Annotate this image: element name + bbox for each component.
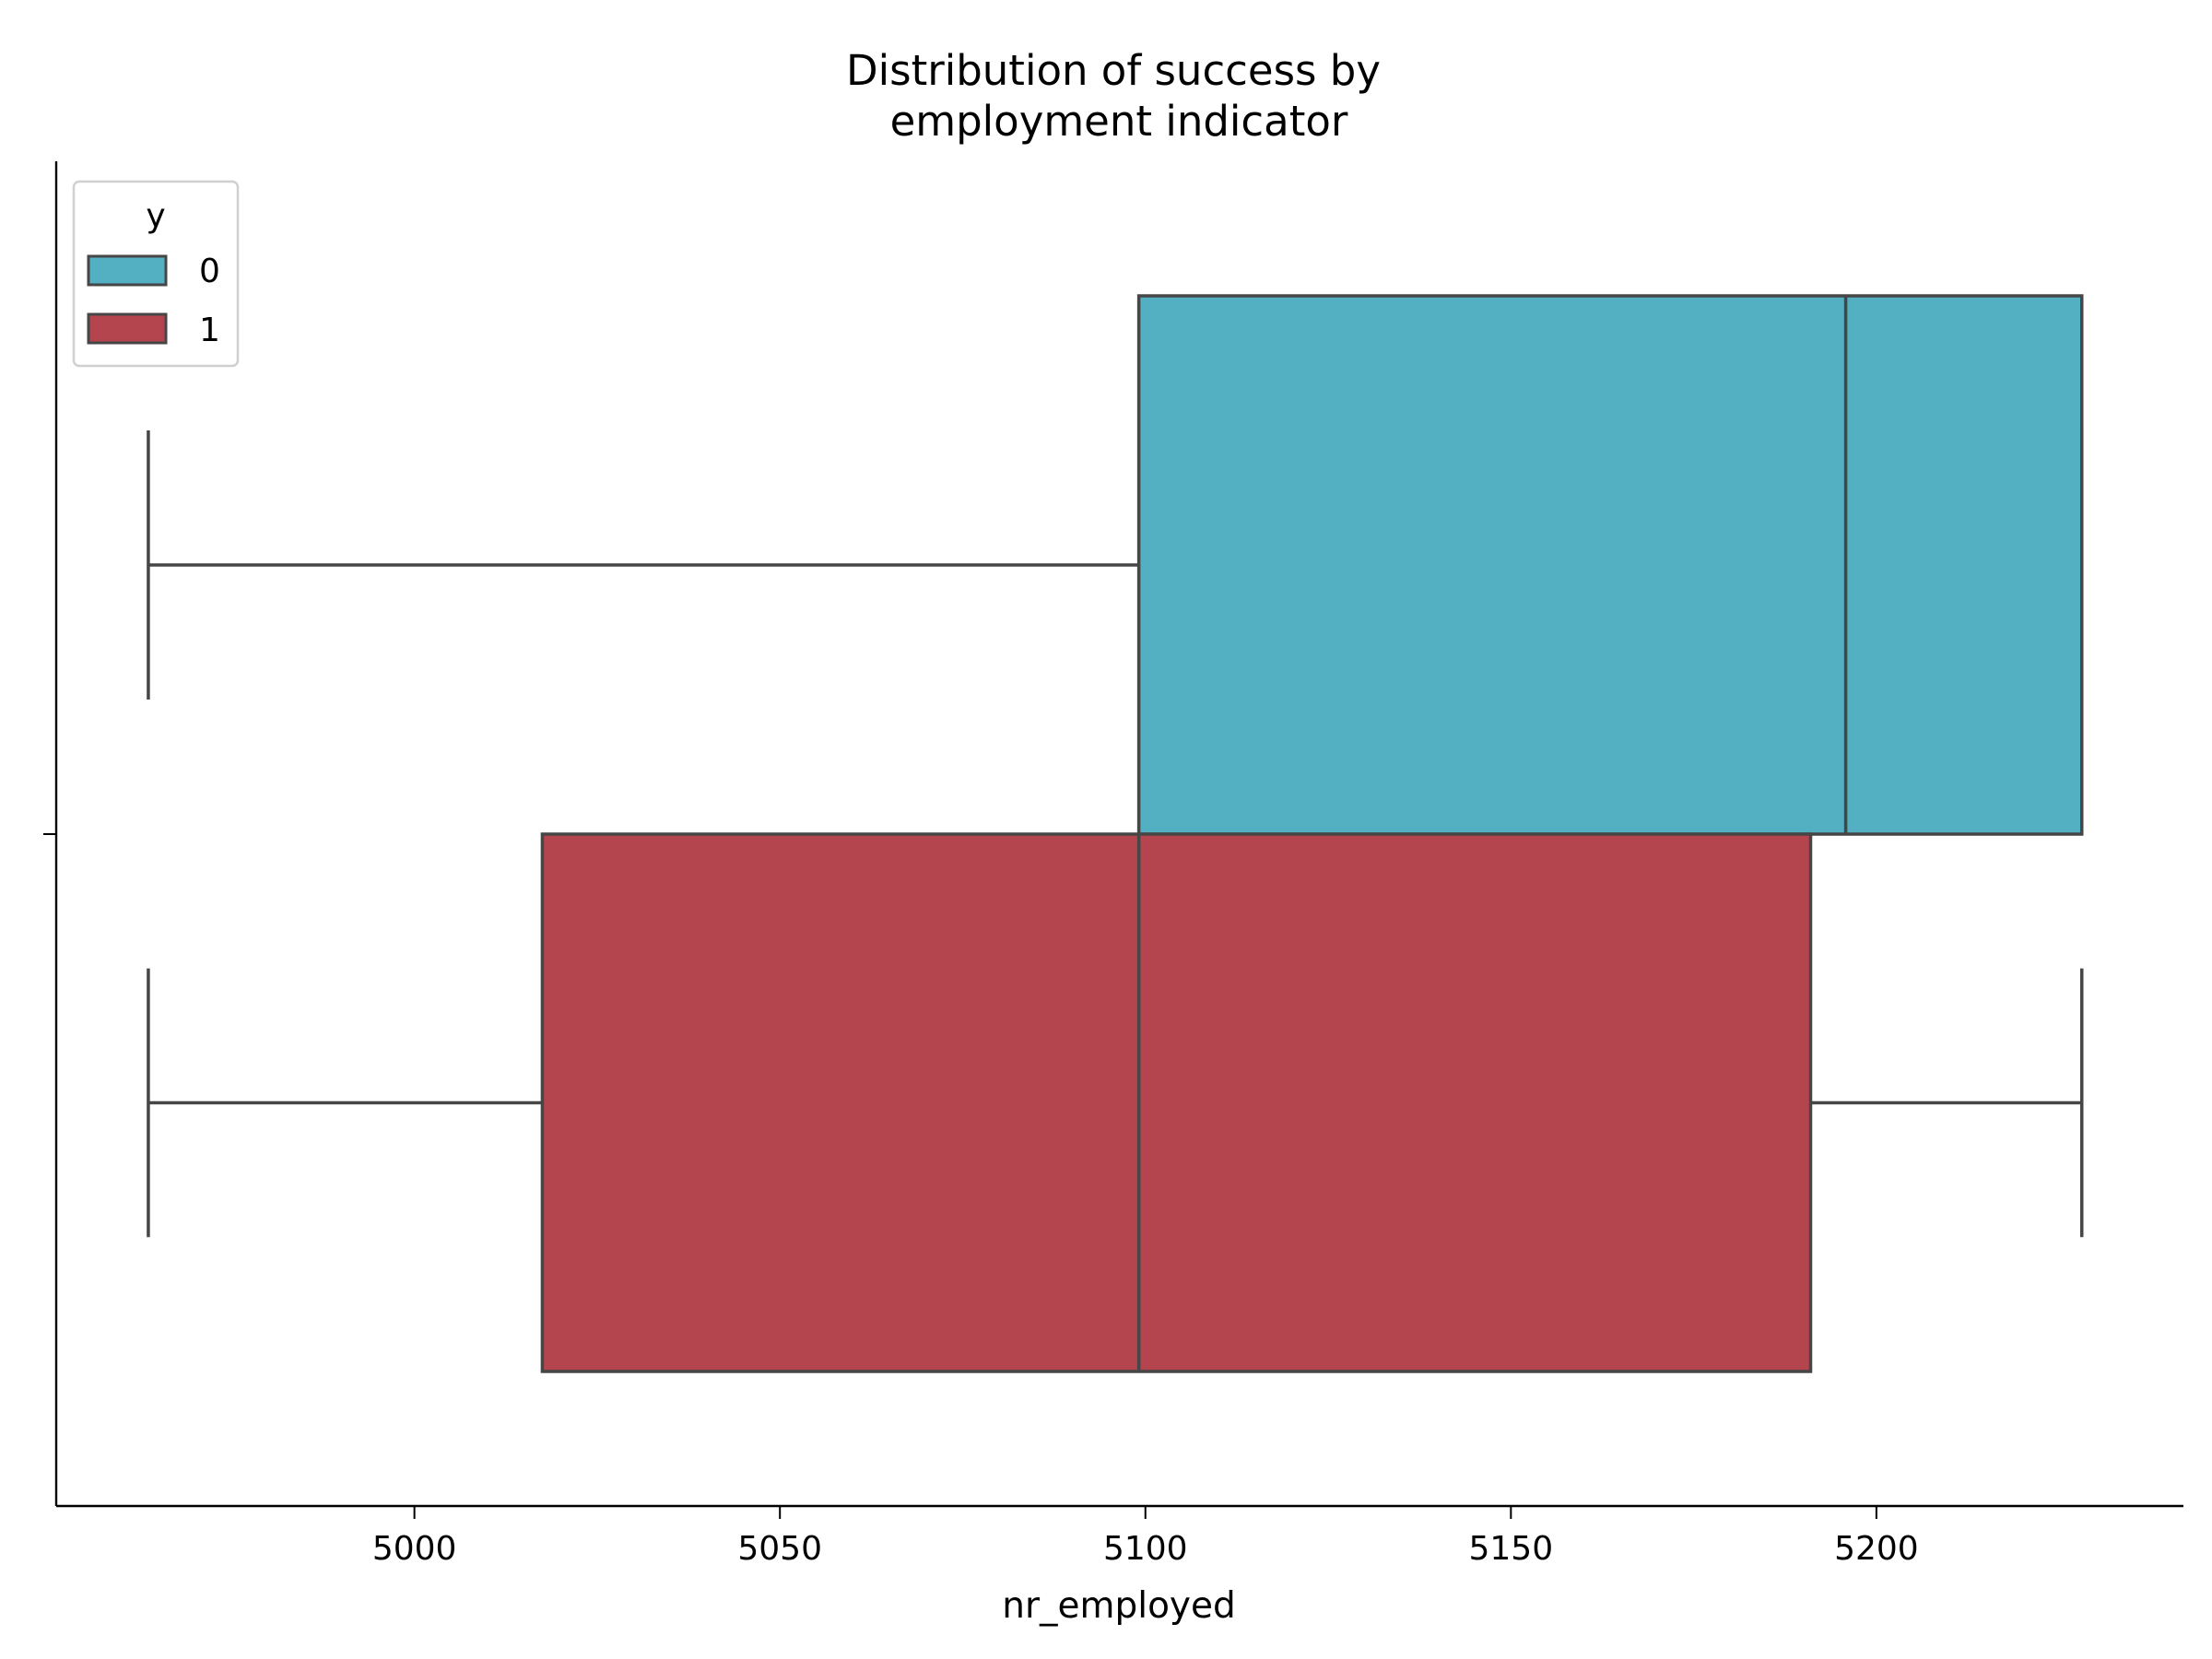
box-layer <box>147 294 2084 1373</box>
chart-title-line-1: Distribution of success by <box>846 46 1381 95</box>
legend-swatch-1 <box>87 312 168 345</box>
x-tick-label-3: 5150 <box>1469 1530 1554 1568</box>
x-tick-label-1: 5050 <box>737 1530 822 1568</box>
legend-swatch-0 <box>87 254 168 287</box>
x-tick-label-4: 5200 <box>1834 1530 1919 1568</box>
x-tick-label-2: 5100 <box>1103 1530 1188 1568</box>
box-1 <box>540 832 1813 1373</box>
chart-title-line-2: employment indicator <box>890 97 1348 146</box>
legend-label-1: 1 <box>199 312 220 349</box>
legend: y 0 1 <box>72 180 240 368</box>
x-axis-ticks: 5000 5050 5100 5150 5200 <box>372 1506 1919 1568</box>
legend-label-0: 0 <box>199 253 220 290</box>
legend-title: y <box>146 197 165 235</box>
box-0 <box>1136 294 2084 836</box>
x-tick-label-0: 5000 <box>372 1530 457 1568</box>
x-axis-label: nr_employed <box>1002 1585 1236 1627</box>
